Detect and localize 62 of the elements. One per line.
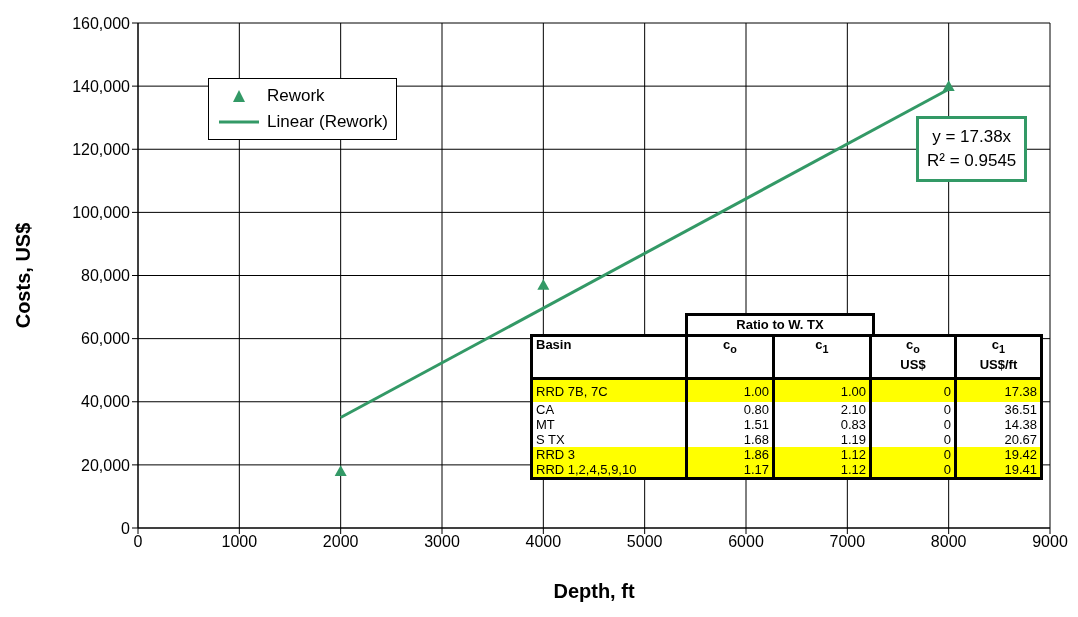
equation-box: y = 17.38x R² = 0.9545 [916, 116, 1028, 182]
y-tick-label: 100,000 [72, 204, 131, 222]
x-axis-title: Depth, ft [553, 580, 635, 602]
annotation: 1.68 [686, 432, 774, 447]
y-tick-label: 140,000 [72, 77, 131, 95]
annotation: 36.51 [955, 402, 1042, 417]
y-tick-label: 160,000 [72, 14, 131, 32]
annotation: 0 [870, 378, 956, 402]
y-tick-label: 20,000 [81, 456, 131, 474]
annotation: 20.67 [955, 432, 1042, 447]
legend-label: Rework [267, 85, 325, 107]
annotation: RRD 7B, 7C [531, 378, 687, 402]
x-tick-label: 9000 [1032, 533, 1068, 551]
annotation: 1.12 [773, 447, 871, 462]
x-tick-label: 7000 [829, 533, 866, 551]
annotation: CA [531, 402, 687, 417]
x-tick-label: 6000 [728, 533, 764, 551]
annotation: 1.86 [686, 447, 774, 462]
annotation: 0 [870, 462, 956, 479]
annotation: 0 [870, 402, 956, 417]
annotation: RRD 1,2,4,5,9,10 [531, 462, 687, 479]
annotation: S TX [531, 432, 687, 447]
annotation: 19.42 [955, 447, 1042, 462]
annotation: c$_{1}$ US$/ft [955, 335, 1042, 379]
x-tick-label: 0 [133, 533, 143, 551]
annotation: 17.38 [955, 378, 1042, 402]
y-axis-title: Costs, US$ [12, 222, 35, 329]
y-tick-label: 60,000 [81, 330, 131, 348]
annotation: 1.00 [686, 378, 774, 402]
annotation: 1.12 [773, 462, 871, 479]
x-tick-label: 8000 [930, 533, 967, 551]
x-tick-label: 3000 [424, 533, 460, 551]
y-tick-label: 80,000 [81, 267, 131, 285]
annotation: c$_{o}$ [686, 335, 774, 379]
annotation: c$_{1}$ [773, 335, 871, 379]
annotation: Ratio to W. TX [685, 313, 875, 334]
annotation: 0 [870, 417, 956, 432]
annotation: 0 [870, 447, 956, 462]
y-tick-label: 0 [121, 519, 131, 537]
annotation: 1.19 [773, 432, 871, 447]
annotation: MT [531, 417, 687, 432]
annotation: 1.17 [686, 462, 774, 479]
y-tick-label: 120,000 [72, 140, 131, 158]
annotation: 1.51 [686, 417, 774, 432]
annotation: RRD 3 [531, 447, 687, 462]
x-tick-label: 5000 [626, 533, 663, 551]
y-tick-label: 40,000 [81, 393, 131, 411]
annotation: R² = 0.9545 [927, 150, 1017, 172]
annotation: 2.10 [773, 402, 871, 417]
x-tick-label: 4000 [525, 533, 562, 551]
annotation: Basin [531, 335, 687, 379]
annotation: y = 17.38x [931, 126, 1013, 148]
annotation: 19.41 [955, 462, 1042, 479]
annotation: 14.38 [955, 417, 1042, 432]
annotation: 0 [870, 432, 956, 447]
legend-label: Linear (Rework) [267, 111, 388, 133]
x-tick-label: 1000 [221, 533, 258, 551]
annotation: 0.83 [773, 417, 871, 432]
annotation: c$_{o}$ US$ [870, 335, 956, 379]
annotation: 1.00 [773, 378, 871, 402]
annotation: 0.80 [686, 402, 774, 417]
x-tick-label: 2000 [322, 533, 359, 551]
